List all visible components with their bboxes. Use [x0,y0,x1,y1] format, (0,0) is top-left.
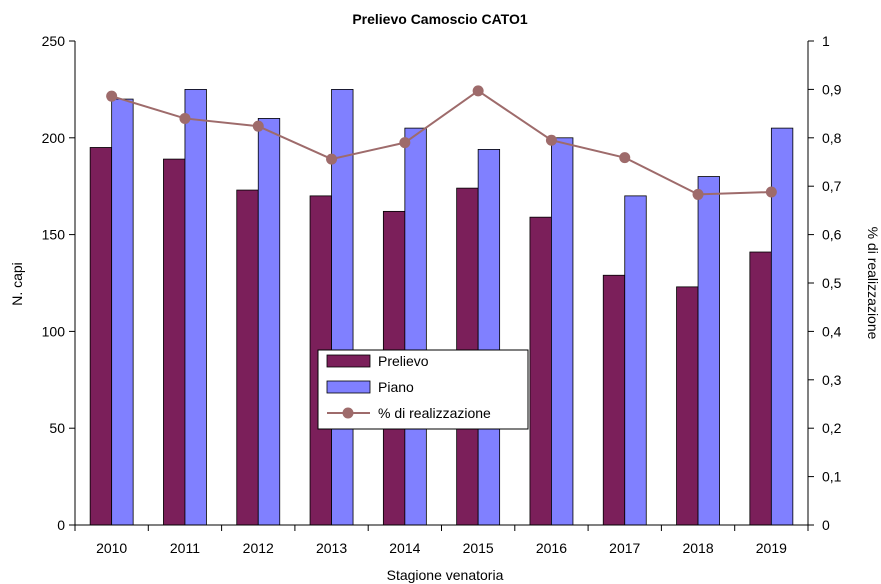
y2-tick-label-0,2: 0,2 [822,420,842,436]
point-realizzazione-2016 [545,134,557,146]
point-realizzazione-2012 [252,120,264,132]
bar-prelievo-2012 [236,189,259,526]
line-realizzazione [111,89,772,196]
y2-tick-label-0,1: 0,1 [822,469,842,485]
point-realizzazione-2018 [692,188,704,200]
point-realizzazione-2015 [472,85,484,97]
y2-tick-label-0,9: 0,9 [822,81,842,97]
x-tick-label-2015: 2015 [463,540,494,556]
y-tick-label-200: 200 [42,130,66,146]
x-tick-label-2012: 2012 [243,540,274,556]
x-tick-label-2017: 2017 [609,540,640,556]
chart-title: Prelievo Camoscio CATO1 [352,11,528,27]
point-realizzazione-2011 [179,112,191,124]
y2-tick-label-0,7: 0,7 [822,178,842,194]
bar-piano-2016 [551,137,574,526]
x-tick-label-2016: 2016 [536,540,567,556]
bar-piano-2010 [111,98,134,526]
y-tick-label-50: 50 [49,420,65,436]
point-realizzazione-2013 [326,153,338,165]
bar-piano-2018 [697,176,720,526]
bar-prelievo-2010 [89,147,113,526]
bar-piano-2015 [477,149,501,526]
bar-prelievo-2019 [749,251,772,526]
point-realizzazione-2010 [106,90,118,102]
y-tick-label-100: 100 [42,323,66,339]
bar-piano-2012 [257,118,281,526]
plot-area: 0 50 100 150 200 250 0 0,1 0,2 0,3 0,4 0,5 0,6 0,7 0,8… [42,33,842,556]
legend-label-realizzazione: % di realizzazione [378,405,491,421]
x-axis-title: Stagione venatoria [387,567,504,583]
y2-tick-label-1: 1 [822,33,830,49]
y-tick-label-150: 150 [42,227,66,243]
bar-piano-2017 [624,195,647,526]
x-tick-label-2019: 2019 [756,540,787,556]
bar-prelievo-2011 [163,158,186,526]
bar-prelievo-2017 [602,274,626,526]
point-realizzazione-2014 [399,137,411,149]
y-tick-label-250: 250 [42,33,66,49]
y2-axis-title: % di realizzazione [865,227,881,340]
legend-label-prelievo: Prelievo [378,353,429,369]
point-realizzazione-2019 [765,186,777,198]
legend-swatch-piano [326,380,371,394]
point-realizzazione-2017 [619,152,631,164]
x-tick-label-2011: 2011 [170,540,200,556]
bar-piano-2011 [184,89,207,526]
legend-swatch-prelievo [326,354,371,368]
y2-tick-label-0,8: 0,8 [822,130,842,146]
bar-prelievo-2018 [676,286,699,526]
x-tick-label-2013: 2013 [316,540,347,556]
y-axis-title: N. capi [9,262,25,306]
x-tick-label-2018: 2018 [682,540,713,556]
y2-tick-label-0,3: 0,3 [822,372,842,388]
y-tick-label-0: 0 [57,517,65,533]
bar-piano-2014 [404,127,427,526]
y2-tick-label-0,5: 0,5 [822,275,842,291]
y2-tick-label-0,6: 0,6 [822,227,842,243]
y2-tick-label-0,4: 0,4 [822,323,842,339]
legend-marker-realizzazione [342,407,354,419]
x-tick-label-2010: 2010 [96,540,127,556]
legend-label-piano: Piano [378,379,414,395]
y2-tick-label-0: 0 [822,517,830,533]
legend: Prelievo Piano % di realizzazione [317,349,529,430]
x-tick-label-2014: 2014 [389,540,420,556]
bar-prelievo-2016 [529,216,552,526]
